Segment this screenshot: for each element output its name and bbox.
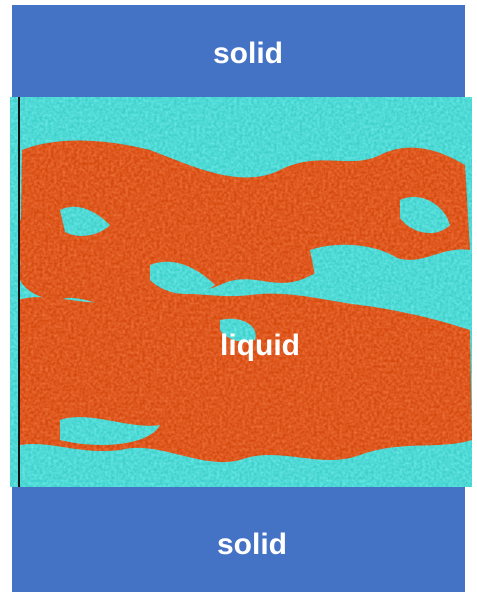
- solid-bottom-label: solid: [217, 528, 287, 561]
- diagram: solid liquid solid: [0, 0, 477, 602]
- liquid-label: liquid: [220, 329, 300, 362]
- simulation-image: [10, 97, 472, 487]
- solid-top-label: solid: [213, 37, 283, 70]
